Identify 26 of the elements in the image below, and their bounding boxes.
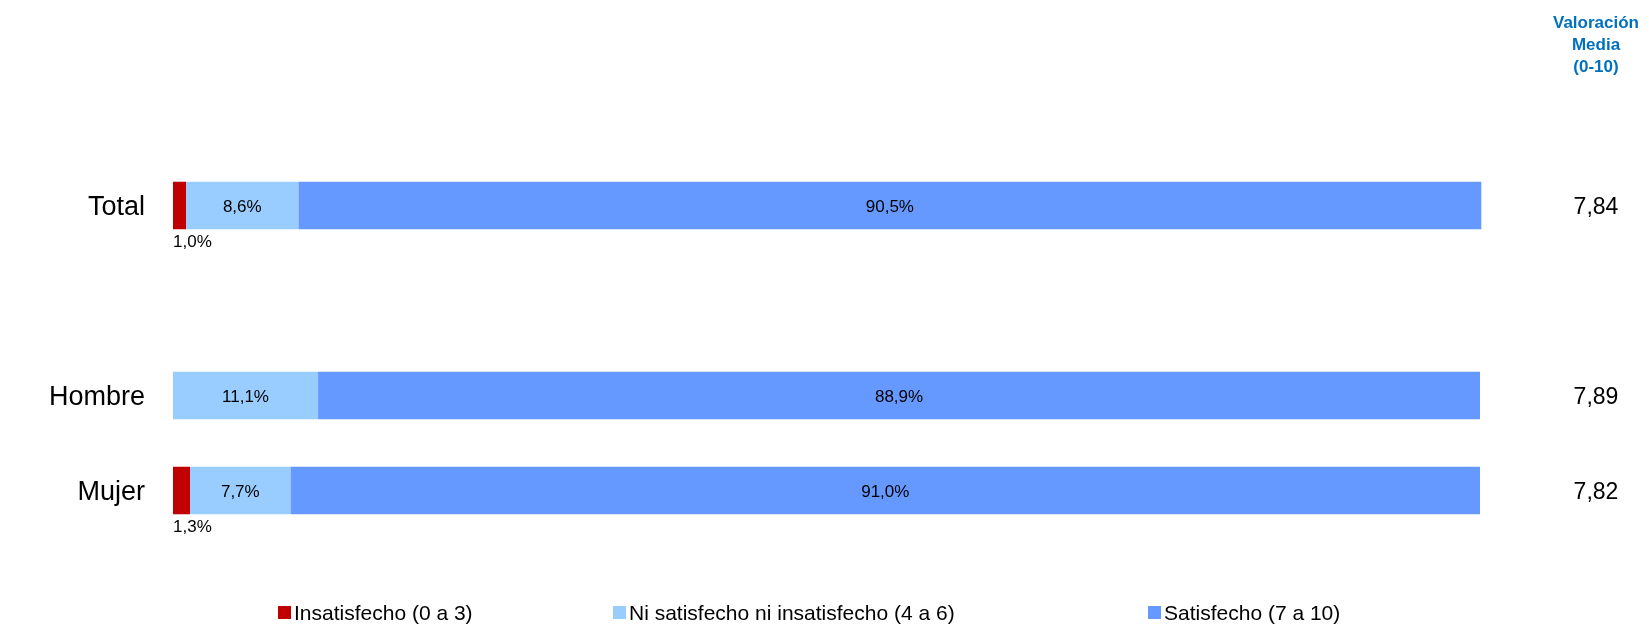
data-label: 90,5% xyxy=(865,196,914,216)
legend-label: Satisfecho (7 a 10) xyxy=(1164,601,1341,624)
text: 7,82 xyxy=(1573,477,1619,504)
bar xyxy=(173,181,187,230)
legend-label: Insatisfecho (0 a 3) xyxy=(294,601,473,624)
bar xyxy=(173,371,319,420)
data-label: 1,0% xyxy=(173,232,212,252)
legend-label: Ni satisfecho ni insatisfecho (4 a 6) xyxy=(629,601,955,624)
data-label: 8,6% xyxy=(222,196,262,216)
bar xyxy=(318,371,1480,420)
y-tick-label: Mujer xyxy=(77,475,146,506)
data-label: 11,1% xyxy=(222,386,270,406)
bar xyxy=(189,466,291,515)
y-tick-label: Hombre xyxy=(48,380,145,411)
bar xyxy=(298,181,1482,230)
text: Valoración Media (0-10) xyxy=(1553,13,1639,76)
y-tick-label: Total xyxy=(87,190,145,221)
bar xyxy=(290,466,1480,515)
bar xyxy=(186,181,299,230)
data-label: 7,7% xyxy=(220,481,260,501)
data-label: 1,3% xyxy=(173,517,212,537)
bar xyxy=(173,466,190,515)
data-label: 88,9% xyxy=(874,386,924,406)
text: 7,84 xyxy=(1573,192,1619,219)
data-label: 91,0% xyxy=(861,481,910,501)
text: 7,89 xyxy=(1573,382,1619,409)
